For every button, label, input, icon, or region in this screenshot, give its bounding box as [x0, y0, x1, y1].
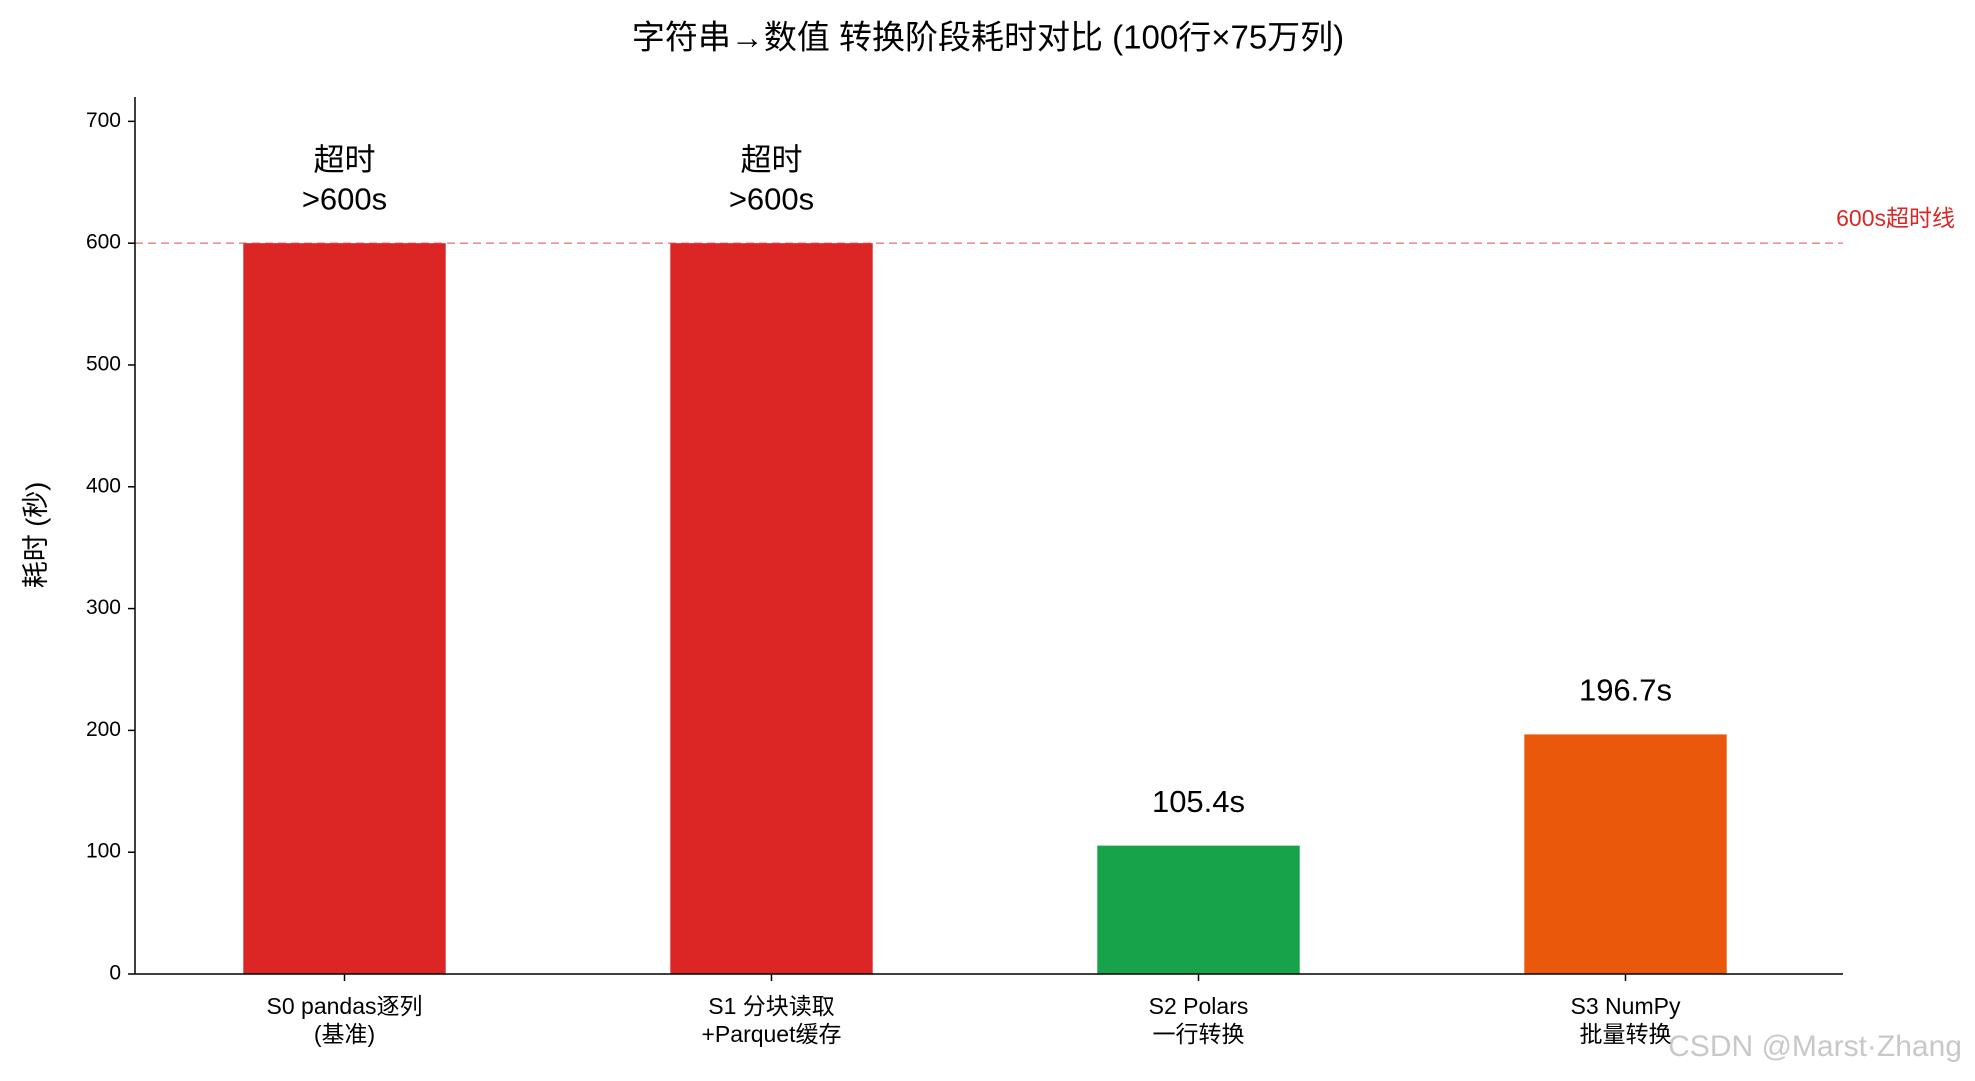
x-tick-label: 一行转换	[1153, 1021, 1245, 1047]
chart-title: 字符串→数值 转换阶段耗时对比 (100行×75万列)	[632, 19, 1344, 56]
x-tick-label: (基准)	[314, 1021, 375, 1047]
bar	[243, 243, 446, 974]
value-label: 超时	[741, 142, 803, 177]
x-tick-label: S1 分块读取	[708, 993, 835, 1019]
watermark: CSDN @Marst·Zhang	[1668, 1030, 1962, 1063]
y-tick-label: 400	[86, 474, 121, 497]
value-label: >600s	[729, 181, 814, 216]
y-tick-label: 700	[86, 109, 121, 132]
x-tick-label: +Parquet缓存	[702, 1021, 842, 1047]
y-axis-label: 耗时 (秒)	[21, 482, 51, 588]
value-label: 105.4s	[1152, 784, 1245, 819]
y-tick-label: 600	[86, 231, 121, 254]
bar	[1097, 845, 1300, 974]
y-tick-label: 100	[86, 840, 121, 863]
y-tick-label: 500	[86, 353, 121, 376]
y-tick-label: 0	[109, 962, 121, 985]
value-label: >600s	[302, 181, 387, 216]
y-tick-label: 300	[86, 596, 121, 619]
x-tick-label: S0 pandas逐列	[267, 993, 423, 1019]
value-label: 196.7s	[1579, 673, 1672, 708]
bar	[670, 243, 873, 974]
x-tick-label: 批量转换	[1580, 1021, 1672, 1047]
y-tick-label: 200	[86, 718, 121, 741]
bar	[1524, 734, 1727, 974]
x-tick-label: S3 NumPy	[1571, 993, 1681, 1019]
x-tick-label: S2 Polars	[1149, 993, 1249, 1019]
reference-label: 600s超时线	[1836, 205, 1955, 231]
value-label: 超时	[314, 142, 376, 177]
